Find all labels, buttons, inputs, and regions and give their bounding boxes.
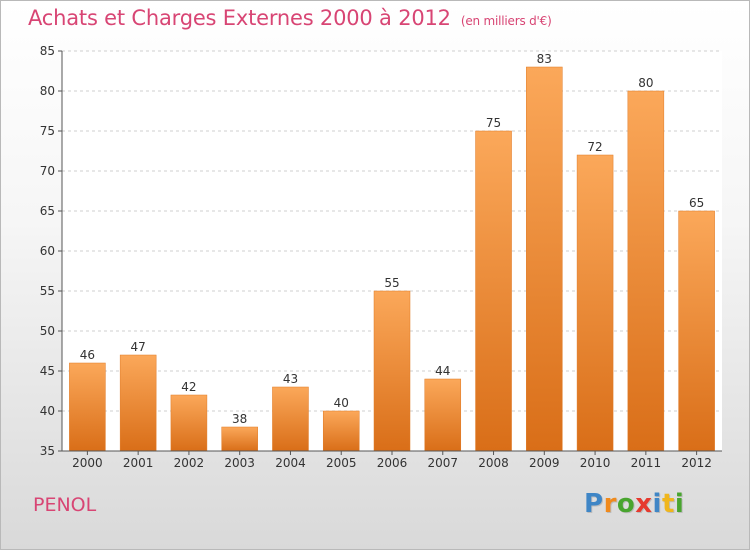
logo-letter: r: [603, 489, 617, 519]
logo-letter: o: [616, 489, 636, 519]
bar-value-label: 65: [689, 196, 704, 210]
logo-letter: x: [635, 489, 653, 519]
bar-2012: [678, 210, 715, 452]
y-tick-label: 70: [40, 164, 55, 178]
bar-2008: [475, 130, 512, 452]
bar-value-label: 72: [587, 140, 602, 154]
bar-2000: [69, 362, 106, 452]
bar-value-label: 83: [537, 52, 552, 66]
x-tick-label: 2006: [377, 456, 408, 470]
bar-2006: [373, 290, 411, 452]
x-tick-label: 2007: [427, 456, 458, 470]
x-tick-label: 2005: [326, 456, 357, 470]
logo-letter: P: [584, 489, 604, 519]
x-tick-label: 2004: [275, 456, 306, 470]
x-tick-label: 2011: [631, 456, 662, 470]
bar-2005: [322, 410, 360, 452]
bar-value-label: 46: [80, 348, 95, 362]
y-tick-label: 55: [40, 284, 55, 298]
y-tick-label: 60: [40, 244, 55, 258]
y-tick-label: 65: [40, 204, 55, 218]
x-tick-label: 2012: [681, 456, 712, 470]
proxiti-logo: Proxiti: [584, 489, 684, 519]
bar-value-label: 47: [131, 340, 146, 354]
bar-2001: [119, 354, 157, 452]
bar-2011: [627, 90, 665, 452]
y-tick-label: 50: [40, 324, 55, 338]
bar-2010: [576, 154, 614, 452]
logo-letter: t: [661, 489, 675, 519]
bar-2003: [221, 426, 258, 452]
x-tick-label: 2003: [224, 456, 255, 470]
y-tick-label: 40: [40, 404, 55, 418]
bar-value-label: 44: [435, 364, 450, 378]
logo-letter: i: [652, 489, 662, 519]
bar-value-label: 42: [181, 380, 196, 394]
bar-value-label: 55: [384, 276, 399, 290]
bar-value-label: 40: [334, 396, 349, 410]
y-tick-label: 45: [40, 364, 55, 378]
bar-2009: [526, 66, 563, 452]
x-tick-label: 2001: [123, 456, 154, 470]
y-tick-label: 75: [40, 124, 55, 138]
y-tick-label: 35: [40, 444, 55, 458]
bar-value-label: 38: [232, 412, 247, 426]
bar-2004: [272, 386, 309, 452]
x-tick-label: 2002: [174, 456, 205, 470]
x-tick-label: 2009: [529, 456, 560, 470]
bar-2002: [170, 394, 208, 452]
chart-title: Achats et Charges Externes 2000 à 2012 (e…: [28, 6, 552, 30]
logo-letter: i: [674, 489, 685, 519]
y-tick-label: 80: [40, 84, 55, 98]
chart-subtitle: (en milliers d'€): [460, 14, 552, 28]
bar-value-label: 80: [638, 76, 653, 90]
bar-2007: [424, 378, 462, 452]
x-tick-label: 2008: [478, 456, 509, 470]
y-tick-label: 85: [40, 44, 55, 58]
x-tick-label: 2000: [72, 456, 103, 470]
x-tick-label: 2010: [580, 456, 611, 470]
commune-name: PENOL: [33, 494, 97, 516]
bar-value-label: 43: [283, 372, 298, 386]
bar-value-label: 75: [486, 116, 501, 130]
